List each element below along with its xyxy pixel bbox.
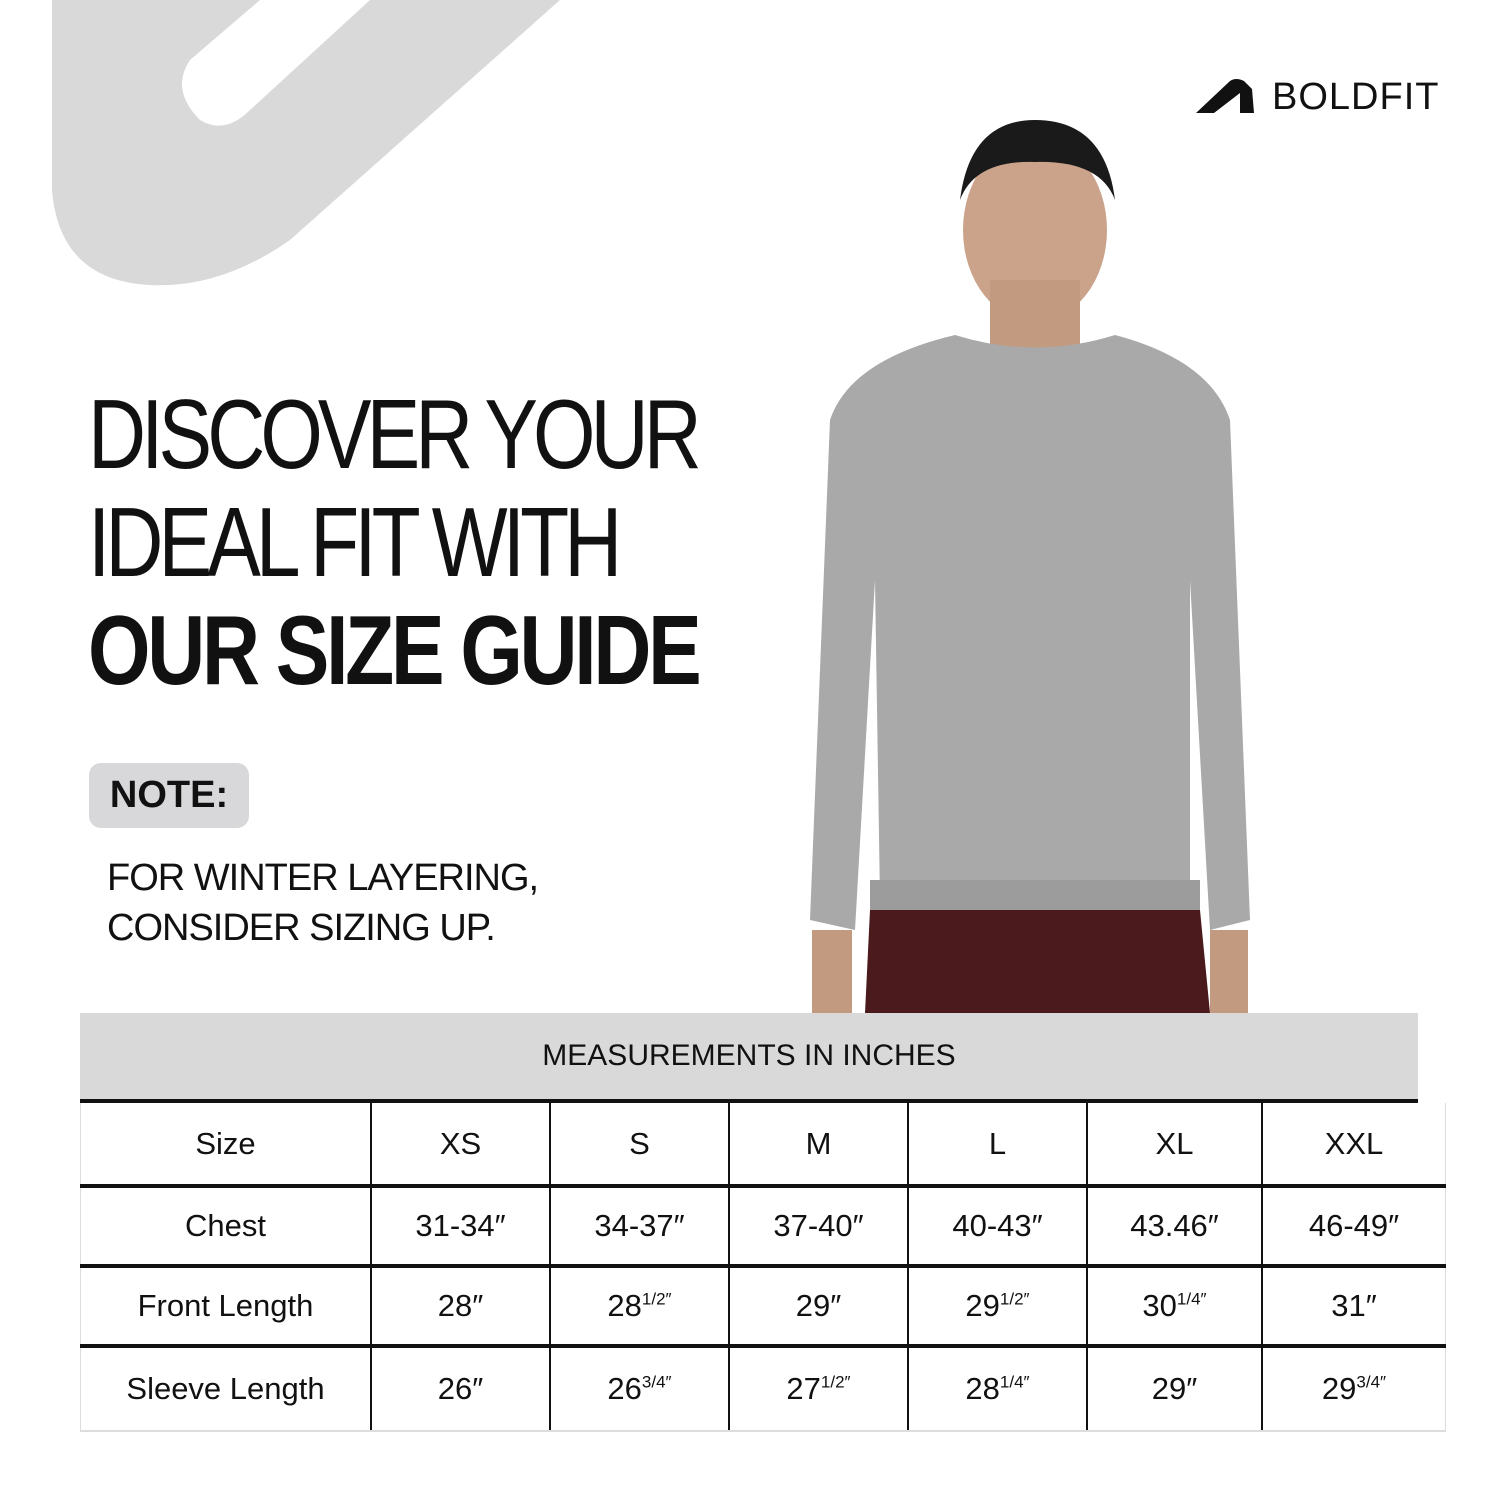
cell-value: M xyxy=(805,1125,832,1161)
decorative-brand-shape xyxy=(52,0,560,286)
table-cell: 40-43″ xyxy=(907,1186,1087,1268)
note-badge: NOTE: xyxy=(89,763,249,828)
row-label: Chest xyxy=(80,1186,371,1268)
cell-fraction: 1/2″ xyxy=(820,1372,851,1392)
table-cell: 37-40″ xyxy=(728,1186,908,1268)
cell-value: 43.46″ xyxy=(1130,1208,1219,1243)
cell-value: 40-43″ xyxy=(952,1208,1043,1243)
table-row: Chest 31-34″ 34-37″ 37-40″ 40-43″ 43.46″ 46-49… xyxy=(80,1186,1446,1268)
boldfit-logo-mark-icon xyxy=(1196,79,1254,113)
cell-value: S xyxy=(629,1125,650,1161)
row-label: Sleeve Length xyxy=(80,1346,371,1432)
table-title: MEASUREMENTS IN INCHES xyxy=(80,1013,1418,1103)
table-cell: 281/2″ xyxy=(549,1266,729,1348)
headline: DISCOVER YOUR IDEAL FIT WITH OUR SIZE GU… xyxy=(88,380,832,704)
table-cell: XXL xyxy=(1261,1103,1446,1188)
note-text: FOR WINTER LAYERING, CONSIDER SIZING UP. xyxy=(107,853,539,953)
table-row: Sleeve Length 26″ 263/4″ 271/2″ 281/4″ 29″ 293… xyxy=(80,1346,1446,1432)
note-line-1: FOR WINTER LAYERING, xyxy=(107,857,539,899)
table-cell: 271/2″ xyxy=(728,1346,908,1432)
cell-value: 29″ xyxy=(795,1288,842,1323)
cell-value: XXL xyxy=(1324,1125,1384,1161)
row-label: Front Length xyxy=(80,1266,371,1348)
cell-fraction: 1/4″ xyxy=(999,1372,1030,1392)
table-cell: 29″ xyxy=(1086,1346,1262,1432)
table-cell: 29″ xyxy=(728,1266,908,1348)
table-cell: 28″ xyxy=(370,1266,550,1348)
cell-value: 27 xyxy=(786,1371,821,1406)
cell-value: XS xyxy=(439,1125,482,1161)
logo-text: BOLDFIT xyxy=(1272,76,1440,118)
table-cell: 291/2″ xyxy=(907,1266,1087,1348)
row-label: Size xyxy=(80,1103,371,1188)
table-cell: 31-34″ xyxy=(370,1186,550,1268)
brand-logo: BOLDFIT xyxy=(1196,78,1439,116)
table-row: Size XS S M L XL XXL xyxy=(80,1103,1446,1188)
table-cell: 46-49″ xyxy=(1261,1186,1446,1268)
cell-value: 28 xyxy=(607,1288,642,1323)
table-cell: L xyxy=(907,1103,1087,1188)
table-cell: XL xyxy=(1086,1103,1262,1188)
cell-value: 26 xyxy=(607,1371,642,1406)
cell-fraction: 1/4″ xyxy=(1176,1289,1207,1309)
size-chart-table: MEASUREMENTS IN INCHES Size XS S M L XL XXL Che… xyxy=(80,1013,1446,1432)
table-cell: 31″ xyxy=(1261,1266,1446,1348)
cell-value: XL xyxy=(1155,1125,1194,1161)
table-cell: 34-37″ xyxy=(549,1186,729,1268)
cell-value: L xyxy=(988,1125,1007,1161)
cell-value: 28 xyxy=(965,1371,1000,1406)
cell-value: 34-37″ xyxy=(594,1208,685,1243)
cell-fraction: 3/4″ xyxy=(641,1372,672,1392)
model-photo xyxy=(810,120,1250,1013)
table-cell: 281/4″ xyxy=(907,1346,1087,1432)
table-cell: 301/4″ xyxy=(1086,1266,1262,1348)
table-cell: XS xyxy=(370,1103,550,1188)
table-row: Front Length 28″ 281/2″ 29″ 291/2″ 301/4″ 31″ xyxy=(80,1266,1446,1348)
cell-value: 30 xyxy=(1142,1288,1177,1323)
cell-fraction: 3/4″ xyxy=(1356,1372,1387,1392)
table-cell: M xyxy=(728,1103,908,1188)
cell-value: 28″ xyxy=(437,1288,484,1323)
cell-value: 26″ xyxy=(437,1371,484,1406)
cell-value: 31″ xyxy=(1331,1288,1377,1323)
cell-value: 31-34″ xyxy=(415,1208,506,1243)
cell-fraction: 1/2″ xyxy=(999,1289,1030,1309)
headline-line-2: IDEAL FIT WITH xyxy=(88,487,622,597)
headline-line-1: DISCOVER YOUR xyxy=(88,379,702,489)
note-line-2: CONSIDER SIZING UP. xyxy=(107,907,496,949)
cell-fraction: 1/2″ xyxy=(641,1289,672,1309)
table-cell: 263/4″ xyxy=(549,1346,729,1432)
headline-line-3: OUR SIZE GUIDE xyxy=(88,595,702,705)
table-cell: 26″ xyxy=(370,1346,550,1432)
table-cell: 293/4″ xyxy=(1261,1346,1446,1432)
cell-value: 29″ xyxy=(1151,1371,1198,1406)
cell-value: 29 xyxy=(965,1288,1000,1323)
table-cell: 43.46″ xyxy=(1086,1186,1262,1268)
cell-value: 46-49″ xyxy=(1308,1208,1400,1243)
table-cell: S xyxy=(549,1103,729,1188)
cell-value: 37-40″ xyxy=(773,1208,864,1243)
cell-value: 29 xyxy=(1321,1371,1357,1406)
